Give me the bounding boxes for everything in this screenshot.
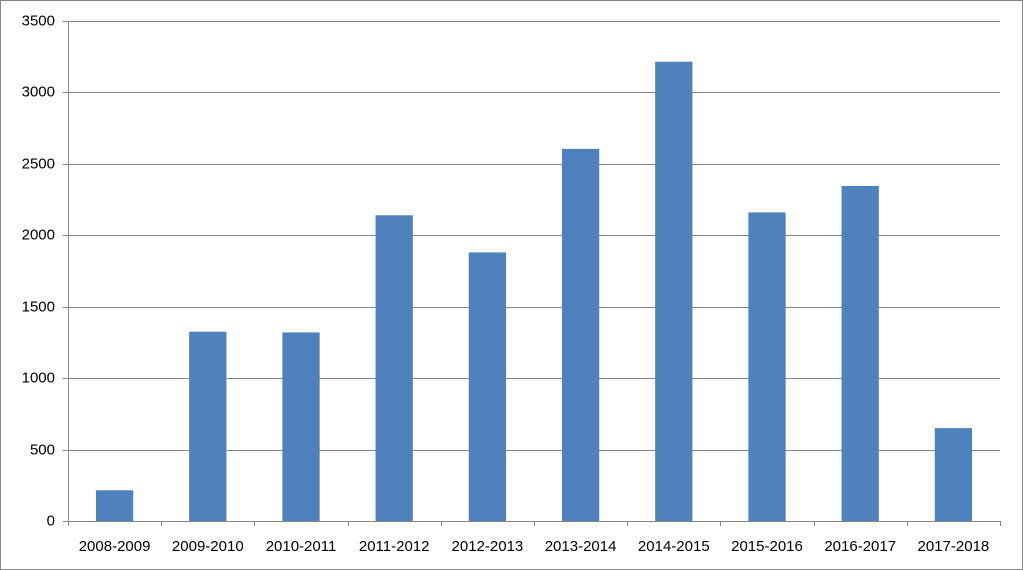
x-tick-label: 2014-2015: [638, 538, 710, 555]
x-tick-label: 2011-2012: [359, 538, 430, 555]
y-tick-label: 3000: [22, 83, 55, 100]
x-tick-label: 2015-2016: [731, 538, 803, 555]
x-tick-label: 2017-2018: [918, 538, 990, 555]
y-tick-label: 3500: [22, 12, 55, 29]
bar: [468, 252, 507, 521]
bar: [95, 490, 134, 521]
y-tick-label: 1000: [22, 369, 55, 386]
y-tick-label: 2500: [22, 155, 55, 172]
x-tick-label: 2008-2009: [79, 538, 151, 555]
y-tick-label: 2000: [22, 226, 55, 243]
y-tick-label: 0: [47, 512, 55, 529]
bar: [934, 428, 973, 521]
x-tick-label: 2013-2014: [545, 538, 617, 555]
y-tick-label: 500: [30, 441, 55, 458]
bar: [189, 331, 227, 521]
bar: [375, 215, 413, 522]
bar: [561, 148, 600, 521]
bar: [655, 61, 693, 521]
bar: [748, 212, 786, 521]
bar: [282, 332, 320, 521]
bar: [841, 186, 879, 521]
y-tick-label: 1500: [22, 298, 55, 315]
x-tick-label: 2010-2011: [266, 538, 337, 555]
x-tick-label: 2012-2013: [452, 538, 524, 555]
x-tick-label: 2009-2010: [172, 538, 244, 555]
x-tick-label: 2016-2017: [824, 538, 896, 555]
